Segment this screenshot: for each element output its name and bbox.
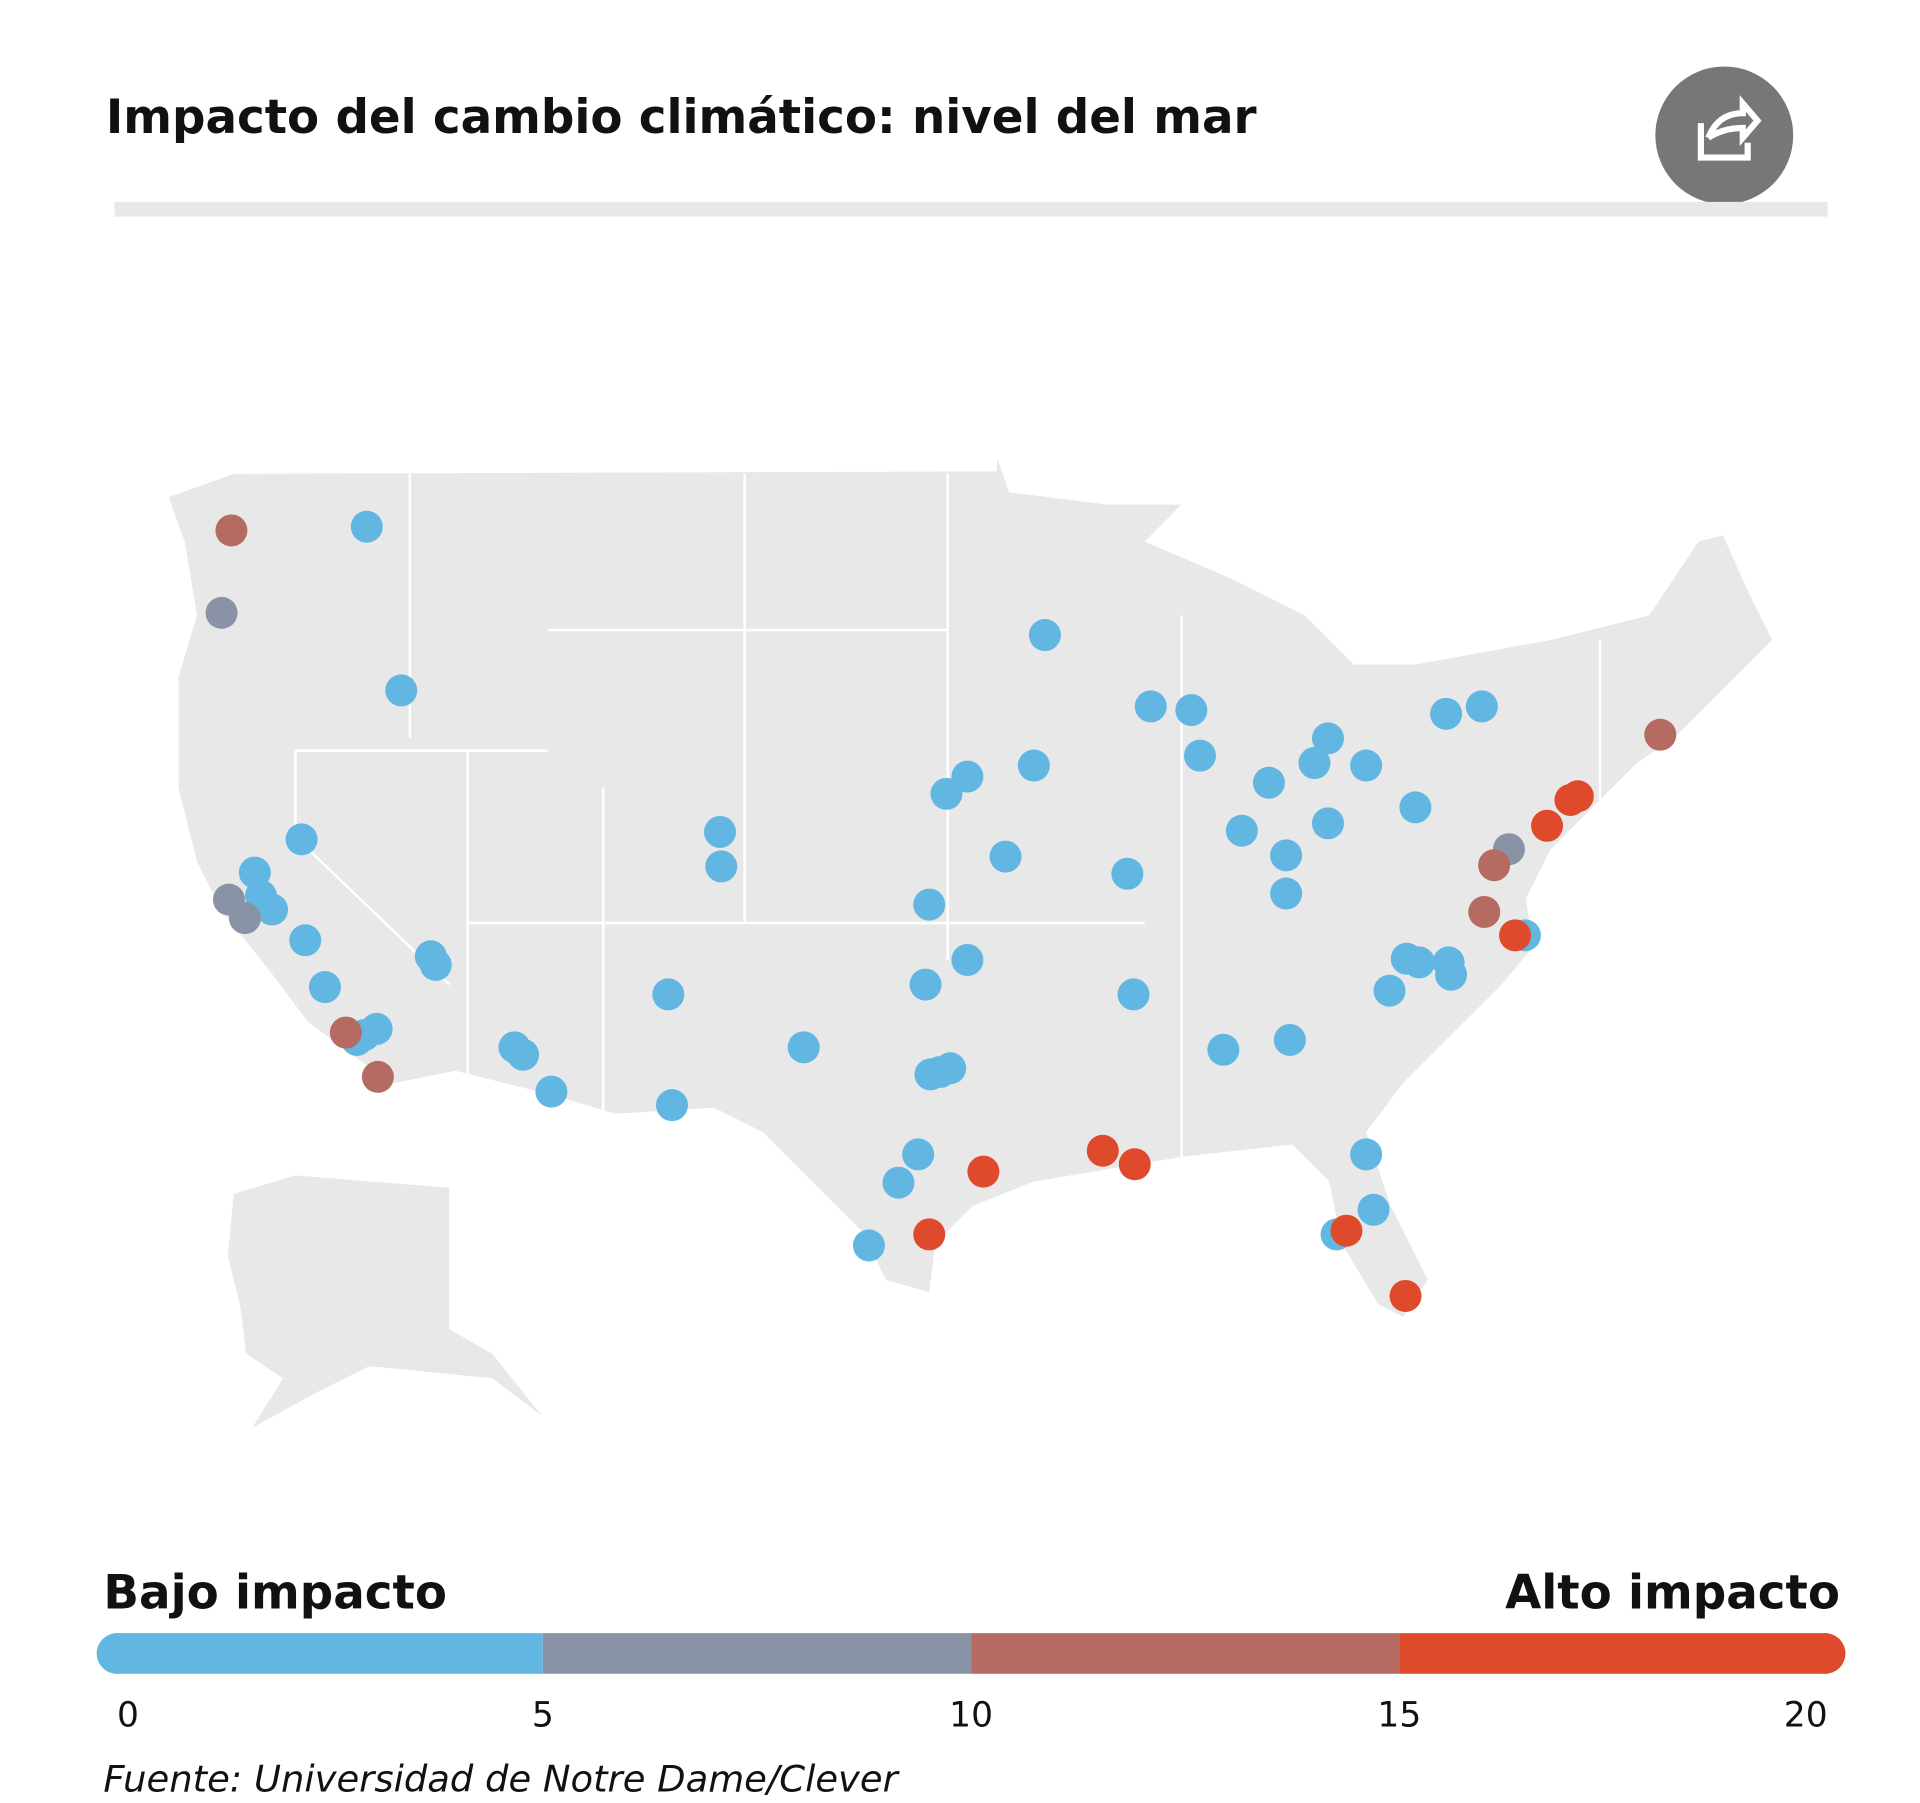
share-circle [1655,66,1794,205]
city-dot [1273,1023,1306,1056]
city-dot [967,1155,1000,1188]
city-dot [1350,749,1383,782]
city-dot [1117,978,1150,1011]
city-dot [704,815,737,848]
city-dot [1311,722,1344,755]
colorbar-tick-label: 20 [1784,1695,1828,1735]
city-dot [705,850,738,883]
city-dot [507,1038,540,1071]
city-dot [787,1031,820,1064]
city-dot [256,893,289,926]
city-dot [1225,814,1258,847]
city-dot [289,924,322,957]
city-dot [1298,747,1331,780]
city-dot [1465,690,1498,723]
city-dot [1350,1138,1383,1171]
city-dot [1028,619,1061,652]
city-dot [419,948,452,981]
city-dot [930,777,963,810]
colorbar-tick-label: 10 [949,1695,993,1735]
alaska [227,1175,542,1428]
colorbar-cap [96,1633,138,1674]
city-dot [1270,839,1303,872]
city-dot [1430,697,1463,730]
city-dot [852,1229,885,1262]
city-dot [1644,718,1677,751]
city-dot [1554,783,1587,816]
colorbar-segment [1399,1633,1828,1674]
city-dot [1311,807,1344,840]
colorbar-segment [542,1633,972,1674]
city-dot [909,968,942,1001]
colorbar-tick-label: 0 [117,1695,139,1735]
city-dot [652,978,685,1011]
city-dot [385,674,418,707]
city-dot [1086,1134,1119,1167]
share-icon [1697,95,1762,161]
city-dot [951,943,984,976]
city-dot [913,1218,946,1251]
city-dot [1207,1033,1240,1066]
city-dot [1478,849,1511,882]
city-dot [934,1052,967,1085]
city-dot [902,1138,935,1171]
city-dot [1017,749,1050,782]
city-dot [1111,857,1144,890]
city-dot [1435,958,1468,991]
city-dot [913,888,946,921]
city-dot [1330,1214,1363,1247]
city-dot [1468,895,1501,928]
city-dot [1270,877,1303,910]
city-dot [1399,791,1432,824]
chart-title: Impacto del cambio climático: nivel del … [106,91,1257,145]
city-dot [1373,974,1406,1007]
city-dot [228,902,261,935]
dots [205,510,1677,1312]
city-dot [350,510,383,543]
city-dot [1499,919,1532,952]
city-dot [215,514,248,547]
share-button[interactable] [1655,66,1794,205]
city-dot [1403,946,1436,979]
city-dot [285,823,318,856]
colorbar-cap [1804,1633,1846,1674]
city-dot [361,1060,394,1093]
colorbar: 0 5 10 15 20 [96,1633,1846,1735]
colorbar-segment [114,1633,543,1674]
legend-low-label: Bajo impacto [103,1567,447,1621]
legend-high-label: Alto impacto [1505,1567,1840,1621]
city-dot [989,840,1022,873]
city-dot [205,596,238,629]
city-dot [1134,690,1167,723]
city-dot [1252,766,1285,799]
colorbar-segment [971,1633,1400,1674]
city-dot [308,971,341,1004]
city-dot [1183,739,1216,772]
city-dot [535,1075,568,1108]
city-dot [1357,1193,1390,1226]
city-dot [1175,694,1208,727]
us-map [168,457,1773,1317]
colorbar-tick-label: 15 [1377,1695,1421,1735]
source: Fuente: Universidad de Notre Dame/Clever [103,1757,900,1800]
city-dot [1118,1148,1151,1181]
colorbar-tick-label: 5 [532,1695,554,1735]
city-dot [656,1089,689,1122]
city-dot [882,1166,915,1199]
city-dot [1389,1279,1422,1312]
city-dot [1531,809,1564,842]
city-dot [329,1016,362,1049]
